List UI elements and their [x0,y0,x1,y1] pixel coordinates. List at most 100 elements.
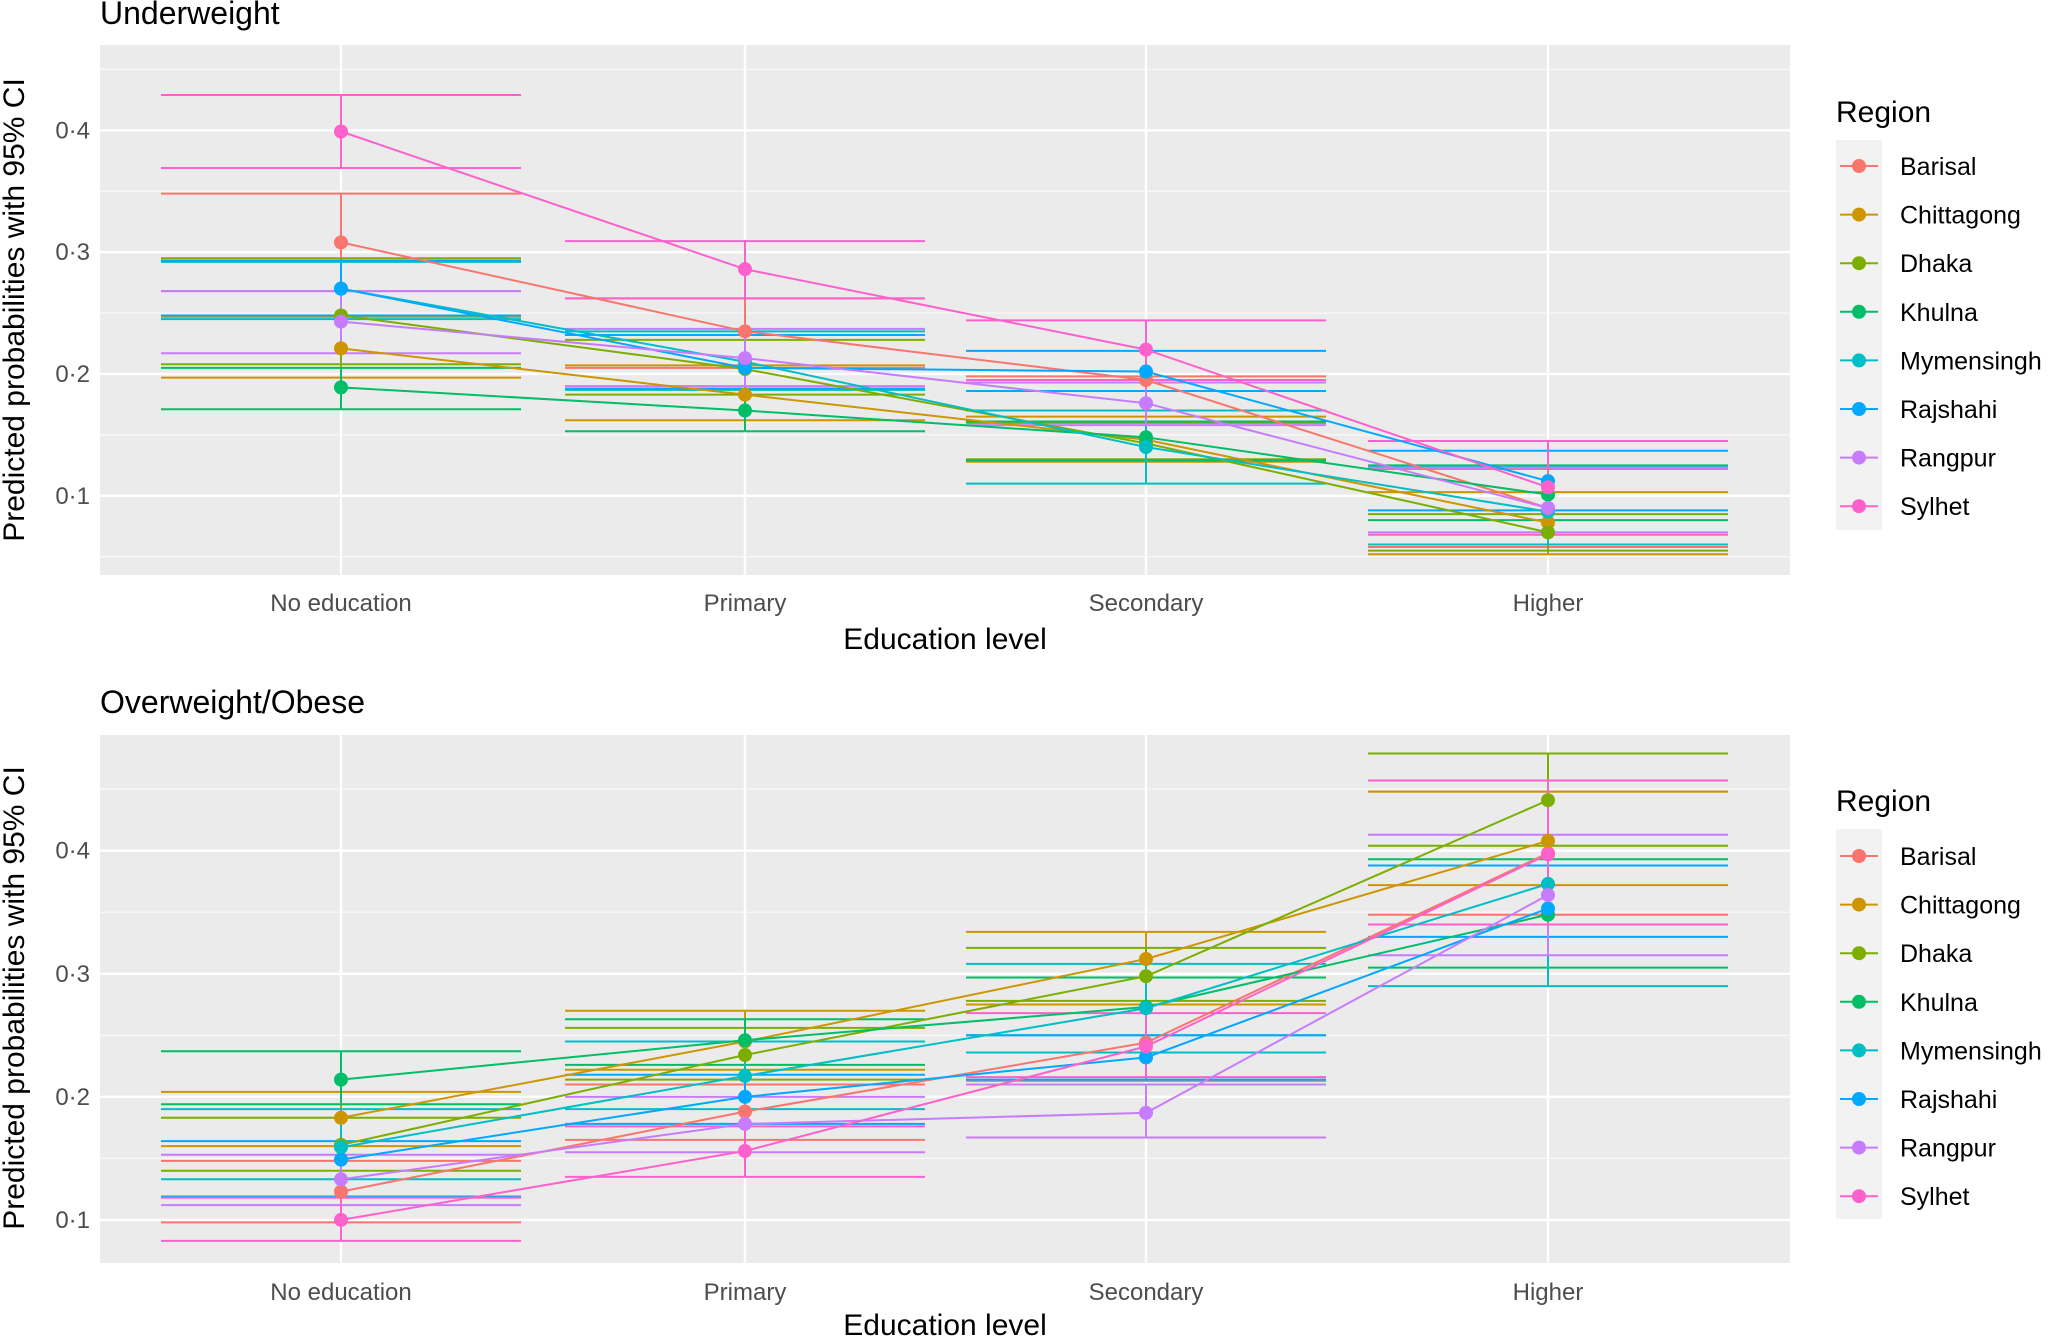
legend-label: Rajshahi [1900,1086,1997,1114]
data-point [334,1110,348,1125]
series-lines [340,130,1549,534]
legend-key-point [1852,1092,1866,1106]
data-points [334,124,1555,540]
legend-key-background [1836,829,1882,1219]
legend-title: Region [1836,785,1931,818]
legend-key-point [1852,207,1866,222]
legend-key-background [1836,140,1882,530]
legend-label: Rangpur [1900,445,1996,473]
series-line [340,320,1549,509]
x-tick-label: Primary [704,1279,787,1306]
y-tick-label: 0·2 [55,1084,90,1111]
legend-label: Chittagong [1900,202,2021,230]
x-tick-label: Secondary [1089,590,1204,617]
series-line [340,347,1549,524]
legend-key-point [1852,897,1866,912]
legend-key-point [1852,353,1866,368]
data-point [738,1048,752,1062]
data-point [334,124,348,139]
data-point [738,1144,752,1158]
series-line [340,907,1549,1161]
series-line [340,314,1549,534]
data-point [1541,901,1555,916]
data-point [1139,364,1153,379]
data-point [1541,480,1555,495]
data-point [738,1104,752,1119]
data-point [334,1212,348,1227]
series-line [340,799,1549,1146]
legend-key-point [1852,450,1866,465]
legend-label: Chittagong [1900,892,2021,920]
series-line [340,287,1549,483]
data-point [334,380,348,395]
legend-label: Dhaka [1900,250,1972,278]
x-tick-label: Higher [1513,590,1584,617]
legend-key-point [1852,304,1866,319]
data-point [1139,952,1153,966]
data-point [738,351,752,366]
legend-label: Rangpur [1900,1135,1996,1163]
legend-items: Barisal Chittagong Dhaka Khulna Mymensin… [1840,153,2042,521]
data-point [334,1172,348,1187]
legend: Region Barisal Chittagong Dhaka Khulna M… [1836,96,2042,530]
legend-label: Sylhet [1900,1183,1970,1211]
y-tick-label: 0·4 [55,117,90,144]
legend-key-point [1852,1189,1866,1204]
data-point [1139,1050,1153,1065]
series-line [340,839,1549,1119]
series-line [340,913,1549,1081]
x-tick-label: Higher [1513,1279,1584,1306]
data-point [738,387,752,402]
data-point [334,1184,348,1199]
legend-key-point [1852,849,1866,863]
legend-key-point [1852,1140,1866,1155]
series-line [340,853,1549,1221]
data-points [334,793,1555,1227]
legend-key-point [1852,159,1866,173]
y-tick-label: 0·2 [55,361,90,388]
y-axis-ticks: 0·1 0·2 0·3 0·4 [55,117,90,510]
data-point [738,324,752,339]
x-tick-label: Secondary [1089,1279,1204,1306]
series-line [340,894,1549,1181]
data-point [334,1152,348,1167]
legend-key-point [1852,1043,1866,1058]
legend-key-point [1852,256,1866,271]
y-tick-label: 0·4 [55,838,90,865]
data-point [1541,888,1555,902]
x-tick-label: Primary [704,590,787,617]
data-point [1139,1039,1153,1054]
x-tick-label: No education [270,1279,411,1306]
data-point [334,1140,348,1155]
legend-key-point [1852,499,1866,514]
data-point [738,360,752,375]
panel-underweight: Underweight 0·1 0·2 0·3 0·4 No education… [0,0,2042,656]
series-line [340,130,1549,489]
data-point [738,1089,752,1104]
data-point [1139,440,1153,455]
data-point [1541,847,1555,862]
data-point [1139,342,1153,357]
data-point [1139,430,1153,445]
panel-title: Underweight [100,0,280,31]
legend-label: Mymensingh [1900,1037,2042,1065]
legend-key-point [1852,994,1866,1009]
data-point [738,1068,752,1083]
data-point [334,281,348,296]
series-line [340,287,1549,513]
data-point [334,314,348,329]
legend-label: Dhaka [1900,940,1972,968]
y-tick-label: 0·3 [55,239,90,266]
data-point [1541,876,1555,891]
y-tick-label: 0·1 [55,483,90,510]
legend-title: Region [1836,96,1931,129]
legend-label: Barisal [1900,153,1976,181]
minor-gridlines [100,788,1790,1159]
series-line [340,241,1549,509]
legend-label: Rajshahi [1900,396,1997,424]
legend-key-point [1852,402,1866,416]
series-lines [340,799,1549,1221]
data-point [1541,525,1555,540]
data-point [1541,833,1555,848]
legend-label: Sylhet [1900,493,1970,521]
